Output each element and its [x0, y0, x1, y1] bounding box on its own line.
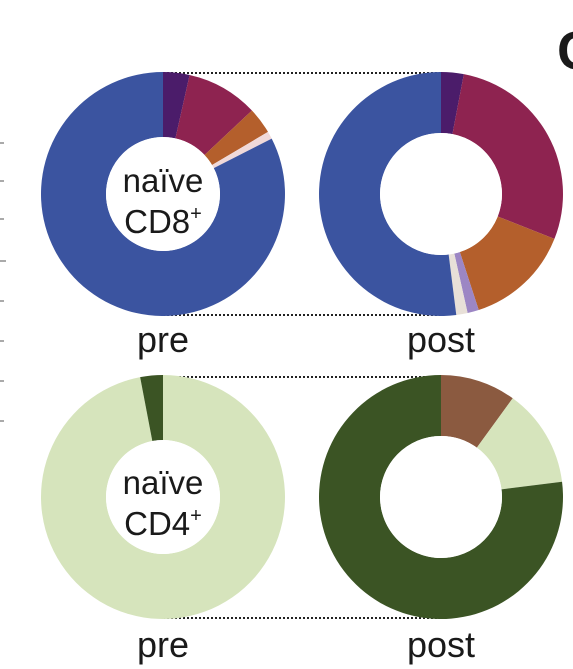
donut-slice	[441, 375, 513, 448]
donut-cd4-post: post	[319, 375, 564, 665]
donut-slice	[163, 72, 190, 139]
center-label-line1: naïve	[123, 162, 204, 199]
donut-hole	[380, 133, 502, 255]
donut-cd8-post: post	[319, 72, 563, 360]
donut-slice	[319, 375, 564, 619]
center-label-line2-superscript: +	[190, 505, 202, 527]
donut-slice	[454, 252, 479, 314]
donut-slice	[476, 398, 563, 490]
donut-hole	[380, 436, 502, 558]
donut-slice	[319, 72, 457, 317]
donut-cd8-post-segments	[319, 72, 563, 317]
donut-hole	[106, 440, 220, 554]
donut-slice	[441, 72, 464, 135]
donut-cd4-pre: naïve CD4+ pre	[40, 375, 285, 665]
donut-slice	[212, 131, 272, 169]
donut-slice	[452, 74, 563, 239]
donut-slice	[459, 216, 555, 311]
donut-slice	[448, 253, 468, 316]
donut-cd4-pre-segments	[40, 375, 285, 620]
center-label-line2-text: CD4	[124, 505, 190, 542]
center-label-line2: CD8+	[124, 203, 202, 240]
donut-slice	[140, 375, 163, 442]
center-label-line2-superscript: +	[190, 203, 202, 225]
condition-label-pre: pre	[137, 319, 189, 360]
donut-slice	[175, 74, 252, 155]
donut-hole	[106, 137, 220, 251]
panel-naive-cd4: naïve CD4+ pre post	[40, 375, 564, 665]
donut-slice	[40, 375, 285, 620]
panel-naive-cd8: naïve CD8+ pre post	[40, 72, 563, 360]
donut-cd8-pre: naïve CD8+ pre	[40, 72, 285, 360]
condition-label-post: post	[407, 319, 475, 360]
condition-label-post: post	[407, 624, 475, 665]
center-label-line2-text: CD8	[124, 203, 190, 240]
center-label-line1: naïve	[123, 464, 204, 501]
center-label-line2: CD4+	[124, 505, 202, 542]
condition-label-pre: pre	[137, 624, 189, 665]
donut-slice	[204, 110, 269, 165]
donut-slice	[40, 72, 285, 316]
left-edge-ticks	[0, 142, 6, 422]
donut-cd4-post-segments	[319, 375, 564, 619]
donut-cd8-pre-segments	[40, 72, 285, 316]
panel-letter: C	[557, 21, 573, 81]
